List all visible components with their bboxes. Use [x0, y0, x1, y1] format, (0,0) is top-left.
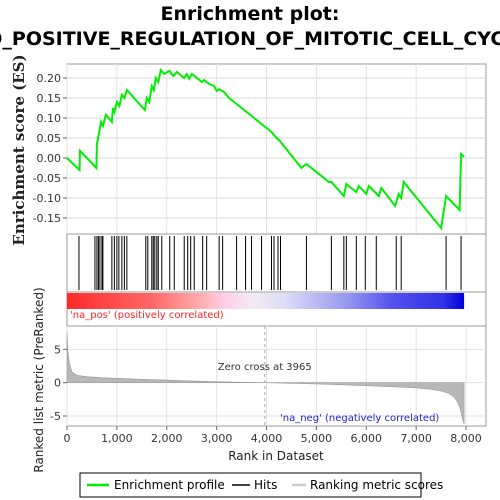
metric-x-ticks: 0 1,000 2,000 3,000 4,000 5,000 6,000 7,000 8,00… — [64, 426, 482, 445]
legend-enrichment-label: Enrichment profile — [114, 478, 225, 492]
na-pos-annotation: 'na_pos' (positively correlated) — [70, 310, 224, 321]
es-y-tick-label: 0.00 — [37, 152, 62, 165]
chart-title: Enrichment plot: — [161, 3, 340, 25]
enrichment-profile-line — [66, 67, 465, 231]
legend: Enrichment profile Hits Ranking metric s… — [79, 472, 443, 498]
x-tick-label: 1,000 — [101, 432, 133, 445]
x-tick-label: 5,000 — [301, 432, 333, 445]
ranking-metric-area — [66, 332, 465, 425]
es-panel-frame — [66, 63, 487, 235]
chart-subtitle: GO_POSITIVE_REGULATION_OF_MITOTIC_CELL_C… — [0, 28, 500, 50]
es-y-tick-label: -0.10 — [33, 192, 61, 205]
es-y-ticks: -0.15 -0.10 -0.05 0.00 0.05 0.10 0.15 0.20 — [33, 72, 67, 225]
metric-panel: Zero cross at 3965 'na_neg' (negatively … — [32, 287, 487, 473]
legend-metric-label: Ranking metric scores — [310, 478, 443, 492]
x-tick-label: 3,000 — [201, 432, 233, 445]
es-y-tick-label: -0.15 — [33, 212, 61, 225]
hits-panel-frame — [66, 233, 487, 293]
metric-y-tick-label: 0 — [54, 377, 61, 390]
x-tick-label: 2,000 — [151, 432, 183, 445]
x-tick-label: 6,000 — [351, 432, 383, 445]
x-tick-label: 7,000 — [400, 432, 432, 445]
metric-y-axis-label: Ranked list metric (PreRanked) — [32, 287, 46, 472]
es-y-tick-label: -0.05 — [33, 172, 61, 185]
metric-y-tick-label: 5 — [54, 343, 61, 356]
na-neg-annotation: 'na_neg' (negatively correlated) — [280, 413, 439, 424]
hits-panel — [66, 233, 487, 293]
metric-y-ticks: -5 0 5 — [50, 343, 67, 423]
legend-hits-label: Hits — [254, 478, 277, 492]
ranking-colorbar — [67, 293, 465, 309]
x-tick-label: 0 — [64, 432, 71, 445]
hits-marks — [78, 236, 462, 290]
es-y-axis-label: Enrichment score (ES) — [10, 54, 28, 245]
zero-cross-label: Zero cross at 3965 — [218, 362, 312, 373]
es-panel: -0.15 -0.10 -0.05 0.00 0.05 0.10 0.15 0.20 Enri… — [10, 54, 487, 246]
metric-panel-frame — [66, 325, 487, 427]
metric-y-tick-label: -5 — [50, 410, 61, 423]
es-y-tick-label: 0.15 — [37, 92, 62, 105]
es-y-tick-label: 0.05 — [37, 132, 62, 145]
ranking-colorbar-panel: 'na_pos' (positively correlated) — [66, 291, 487, 327]
es-y-tick-label: 0.10 — [37, 112, 62, 125]
x-tick-label: 8,000 — [450, 432, 482, 445]
x-axis-label: Rank in Dataset — [228, 449, 324, 463]
es-y-tick-label: 0.20 — [37, 72, 62, 85]
legend-box — [79, 472, 422, 498]
x-tick-label: 4,000 — [251, 432, 283, 445]
